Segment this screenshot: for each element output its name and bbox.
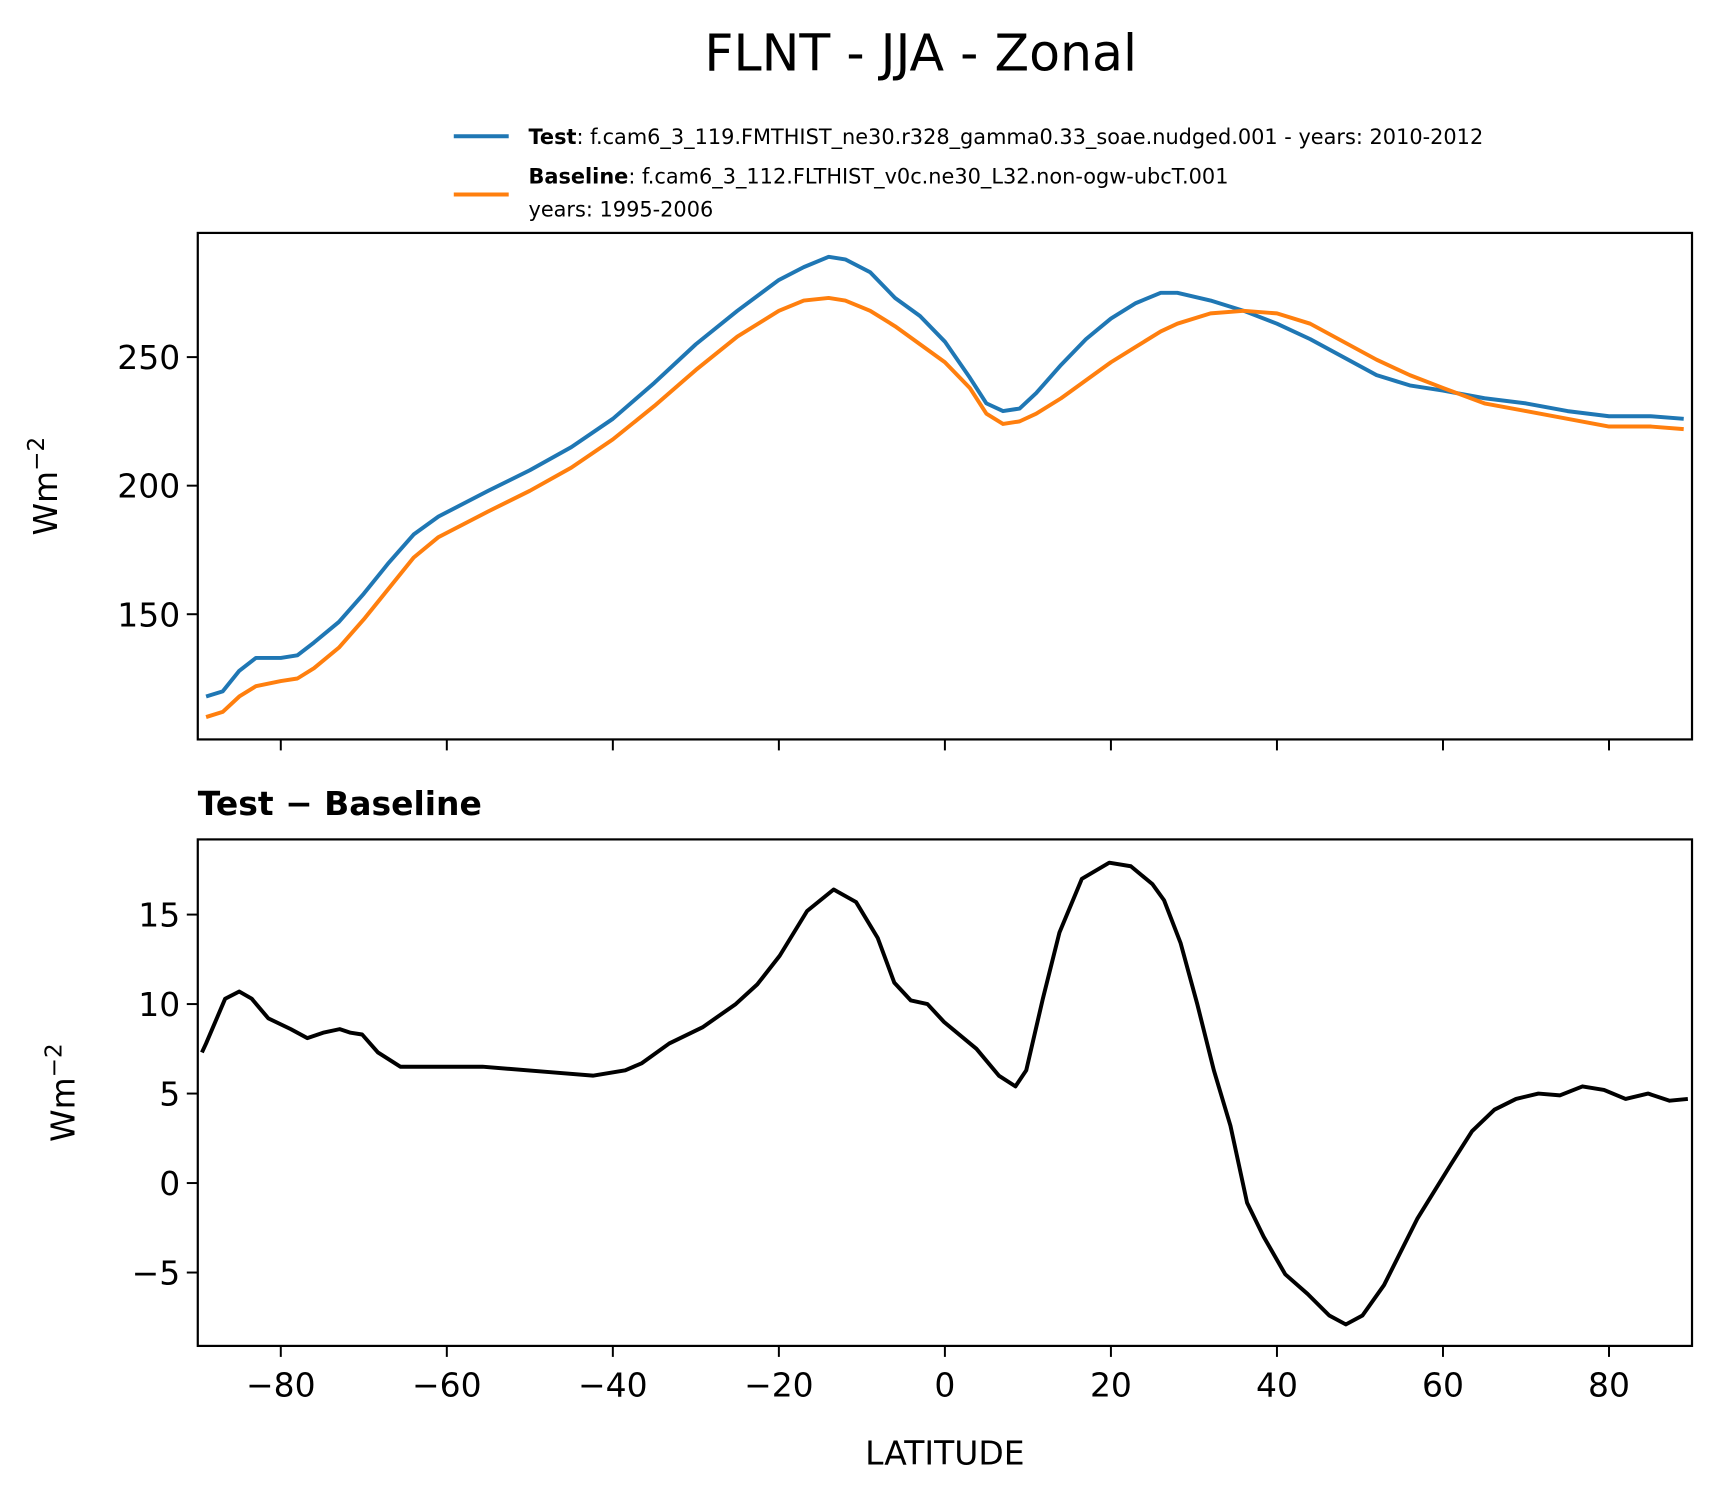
legend-label: Test: f.cam6_3_119.FMTHIST_ne30.r328_gam… — [528, 125, 1483, 150]
figure-title: FLNT - JJA - Zonal — [704, 24, 1137, 83]
axes-frame — [196, 838, 1694, 1348]
y-axis-label-base: Wm — [26, 471, 65, 536]
y-axis-label-base: Wm — [44, 1077, 83, 1142]
legend-name: Test — [528, 125, 576, 149]
x-tick-label: −40 — [578, 1365, 648, 1404]
y-tick-label: 250 — [117, 338, 180, 377]
y-tick-label: 5 — [159, 1075, 180, 1114]
x-tick-label: −20 — [744, 1365, 814, 1404]
x-tick-label: 0 — [934, 1365, 955, 1404]
plot-area — [200, 860, 1689, 1327]
y-axis-label-sup: −2 — [42, 1043, 68, 1077]
y-axis-label-sup: −2 — [24, 437, 50, 471]
y-tick-label: 0 — [159, 1164, 180, 1203]
x-tick-label: 80 — [1588, 1365, 1630, 1404]
x-axis-label: LATITUDE — [865, 1434, 1024, 1473]
y-tick-label: 150 — [117, 595, 180, 634]
x-tick-label: −60 — [412, 1365, 482, 1404]
series-line — [205, 254, 1684, 699]
y-axis-label: Wm−2 — [42, 1043, 83, 1142]
plot-area — [205, 254, 1684, 719]
x-tick-label: 60 — [1422, 1365, 1464, 1404]
y-tick-label: −5 — [132, 1254, 181, 1293]
legend-label: years: 1995-2006 — [528, 197, 713, 221]
legend-name: Baseline — [528, 164, 628, 188]
x-tick-label: 20 — [1090, 1365, 1132, 1404]
legend-description: : f.cam6_3_119.FMTHIST_ne30.r328_gamma0.… — [576, 125, 1483, 150]
y-tick-label: 15 — [138, 896, 180, 935]
series-line — [200, 860, 1689, 1327]
legend-label: Baseline: f.cam6_3_112.FLTHIST_v0c.ne30_… — [528, 164, 1228, 189]
y-tick-label: 10 — [138, 985, 180, 1024]
axes-frame — [196, 231, 1694, 741]
y-axis-label: Wm−2 — [24, 437, 65, 536]
x-tick-label: −80 — [246, 1365, 316, 1404]
legend-description: years: 1995-2006 — [528, 197, 713, 221]
axes-title: Test − Baseline — [198, 784, 482, 823]
legend-description: : f.cam6_3_112.FLTHIST_v0c.ne30_L32.non-… — [628, 164, 1228, 189]
series-line — [205, 295, 1684, 719]
x-tick-label: 40 — [1256, 1365, 1298, 1404]
y-tick-label: 200 — [117, 467, 180, 506]
